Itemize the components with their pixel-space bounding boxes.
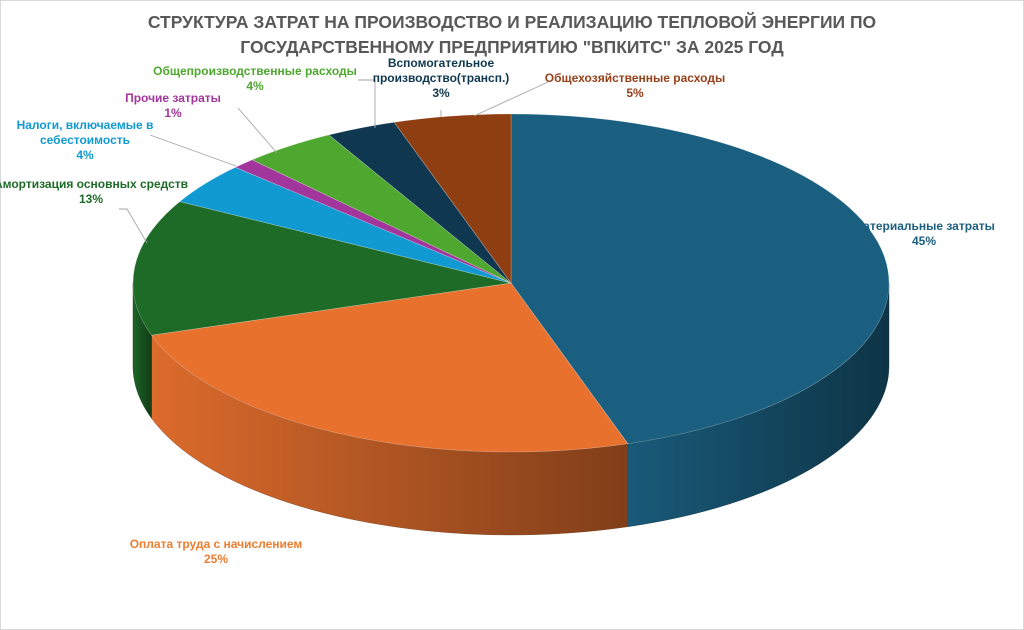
leader-line-6	[358, 79, 376, 128]
data-label-3-percent: 13%	[79, 192, 103, 206]
data-label-7-line-1: Вспомогательное	[388, 56, 495, 70]
data-label-6-percent: 4%	[246, 79, 264, 93]
leader-line-8	[473, 81, 549, 117]
data-label-1-percent: 45%	[912, 234, 936, 248]
data-label-8-line-1: Общехозяйственные расходы	[545, 71, 725, 85]
slice-1	[510, 113, 890, 445]
chart-title-line-2: ГОСУДАРСТВЕННОМУ ПРЕДПРИЯТИЮ "ВПКИТС" ЗА…	[240, 37, 784, 57]
data-label-5-percent: 1%	[164, 106, 182, 120]
data-label-8-percent: 5%	[626, 86, 644, 100]
data-label-4-percent: 4%	[76, 148, 94, 162]
data-label-3-line-1: Амортизация основных средств	[0, 177, 188, 191]
data-label-4-line-1: Налоги, включаемые в	[17, 118, 154, 132]
slice-side-3	[132, 282, 152, 419]
data-label-7-percent: 3%	[432, 86, 450, 100]
leader-line-5	[237, 107, 278, 154]
chart-title-line-1: СТРУКТУРА ЗАТРАТ НА ПРОИЗВОДСТВО И РЕАЛИ…	[148, 11, 876, 32]
data-label-7-line-2: производство(трансп.)	[373, 71, 510, 85]
data-label-2-line-1: Оплата труда с начислением	[130, 537, 303, 551]
slice-4	[179, 166, 512, 284]
slice-2	[150, 282, 629, 453]
data-label-1-line-1: Материальные затраты	[853, 219, 995, 233]
slice-3	[132, 201, 512, 336]
data-label-2-percent: 25%	[204, 552, 228, 566]
data-label-6-line-1: Общепроизводственные расходы	[153, 64, 357, 78]
slice-6	[251, 134, 512, 284]
slice-7	[328, 121, 512, 284]
slice-8	[393, 113, 512, 284]
data-label-5-line-1: Прочие затраты	[125, 91, 221, 105]
data-label-4-line-2: себестоимость	[40, 133, 130, 147]
leader-line-4	[149, 134, 237, 167]
slice-5	[234, 159, 512, 284]
leader-line-3	[119, 208, 148, 244]
